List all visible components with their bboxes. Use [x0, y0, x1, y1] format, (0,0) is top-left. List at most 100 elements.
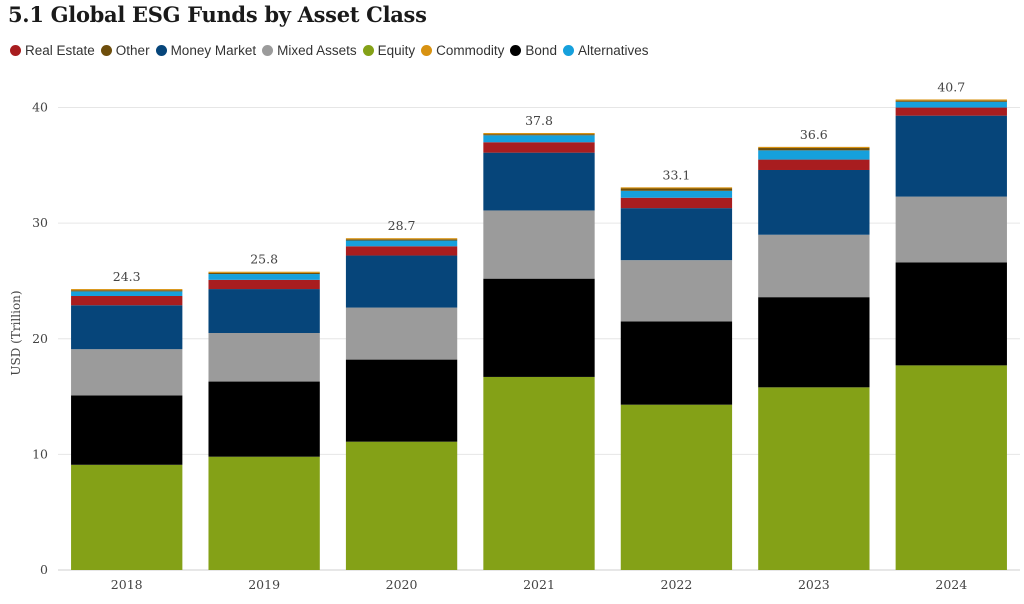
bar-segment-money-market	[895, 115, 1007, 197]
bar-segment-other	[758, 148, 870, 151]
legend-swatch	[421, 45, 433, 56]
bar-segment-bond	[345, 359, 458, 442]
y-axis-label: USD (Trillion)	[9, 290, 23, 375]
legend-label: Commodity	[436, 43, 505, 58]
bar-segment-bond	[71, 395, 183, 465]
legend-swatch	[262, 45, 274, 56]
bar-segment-other	[483, 134, 595, 136]
x-tick-label: 2024	[935, 577, 967, 592]
bar-segment-real-estate	[71, 296, 183, 306]
bar-segment-alternatives	[345, 240, 458, 247]
legend-swatch	[362, 45, 374, 56]
bar-total-label: 37.8	[525, 113, 553, 128]
bar-segment-mixed-assets	[345, 307, 458, 360]
bar-segment-commodity	[895, 99, 1007, 101]
bar-segment-commodity	[483, 132, 595, 135]
bar-total-label: 36.6	[800, 127, 828, 142]
bar-segment-mixed-assets	[208, 333, 320, 382]
legend-swatch	[562, 45, 574, 56]
bar-total-label: 28.7	[388, 218, 416, 233]
bar-segment-alternatives	[620, 190, 733, 198]
legend-label: Alternatives	[577, 43, 649, 58]
bar-total-label: 33.1	[663, 167, 691, 182]
legend-label: Equity	[377, 43, 416, 58]
chart-title: 5.1 Global ESG Funds by Asset Class	[8, 2, 427, 27]
bar-segment-equity	[758, 387, 870, 570]
legend-swatch	[10, 45, 21, 56]
legend-item-mixed-assets: Mixed Assets	[262, 43, 357, 58]
bar-segment-equity	[895, 365, 1007, 570]
legend-item-bond: Bond	[510, 43, 557, 58]
bar-segment-equity	[620, 404, 733, 570]
x-tick-label: 2018	[111, 577, 143, 592]
bar-segment-alternatives	[758, 150, 870, 160]
bar-segment-money-market	[483, 152, 595, 211]
legend-label: Other	[115, 43, 150, 58]
x-tick-label: 2022	[661, 577, 693, 592]
bar-segment-real-estate	[620, 197, 733, 209]
bar-total-label: 40.7	[937, 79, 965, 94]
bar-segment-bond	[758, 297, 870, 388]
legend-item-other: Other	[100, 43, 150, 58]
bar-segment-equity	[483, 376, 595, 570]
bar-segment-commodity	[71, 289, 183, 291]
bar-segment-real-estate	[208, 279, 320, 290]
bar-segment-mixed-assets	[71, 349, 183, 396]
legend-item-commodity: Commodity	[421, 43, 504, 58]
bar-segment-money-market	[758, 169, 870, 235]
bar-segment-other	[620, 188, 733, 191]
legend-label: Money Market	[170, 43, 257, 58]
y-tick-label: 10	[32, 446, 48, 461]
bar-segment-other	[71, 290, 183, 292]
legend-swatch	[100, 45, 112, 56]
legend-item-money-market: Money Market	[155, 43, 257, 58]
bar-segment-commodity	[345, 238, 458, 240]
y-tick-label: 0	[40, 562, 48, 577]
bar-segment-equity	[71, 464, 183, 570]
x-tick-label: 2020	[386, 577, 418, 592]
bar-segment-mixed-assets	[758, 234, 870, 298]
bar-segment-equity	[345, 441, 458, 570]
bar-segment-real-estate	[758, 159, 870, 170]
legend-label: Mixed Assets	[277, 43, 357, 58]
x-tick-label: 2021	[523, 577, 555, 592]
legend-item-alternatives: Alternatives	[562, 43, 649, 58]
legend-item-equity: Equity	[362, 43, 416, 58]
bar-segment-real-estate	[345, 246, 458, 256]
bar-total-label: 25.8	[250, 252, 278, 267]
bar-segment-mixed-assets	[483, 210, 595, 279]
bar-segment-real-estate	[483, 142, 595, 153]
bar-segment-bond	[620, 321, 733, 405]
chart-legend: Real Estate Other Money Market Mixed Assets…	[10, 43, 655, 58]
x-tick-label: 2023	[798, 577, 830, 592]
bar-total-label: 24.3	[113, 269, 141, 284]
bar-segment-alternatives	[895, 101, 1007, 108]
bar-segment-money-market	[208, 289, 320, 333]
bar-segment-bond	[483, 278, 595, 377]
bar-segment-alternatives	[71, 291, 183, 297]
bar-segment-money-market	[71, 305, 183, 350]
y-tick-label: 30	[32, 215, 48, 230]
bar-segment-bond	[208, 381, 320, 457]
legend-swatch	[510, 45, 522, 56]
legend-label: Real Estate	[25, 43, 95, 58]
bar-segment-alternatives	[208, 274, 320, 280]
y-tick-label: 20	[32, 331, 48, 346]
bar-segment-commodity	[620, 187, 733, 189]
bar-segment-money-market	[620, 208, 733, 261]
legend-label: Bond	[525, 43, 557, 58]
bar-segment-commodity	[208, 271, 320, 273]
bar-segment-bond	[895, 262, 1007, 366]
bar-segment-real-estate	[895, 107, 1007, 116]
bar-segment-money-market	[345, 255, 458, 308]
x-tick-label: 2019	[248, 577, 280, 592]
legend-item-real-estate: Real Estate	[10, 43, 95, 58]
bar-segment-alternatives	[483, 135, 595, 143]
bar-segment-equity	[208, 456, 320, 570]
bar-segment-commodity	[758, 146, 870, 149]
bar-segment-mixed-assets	[620, 260, 733, 322]
y-tick-label: 40	[32, 100, 48, 115]
bar-segment-other	[895, 100, 1007, 102]
bar-segment-mixed-assets	[895, 196, 1007, 263]
bar-segment-other	[345, 239, 458, 241]
